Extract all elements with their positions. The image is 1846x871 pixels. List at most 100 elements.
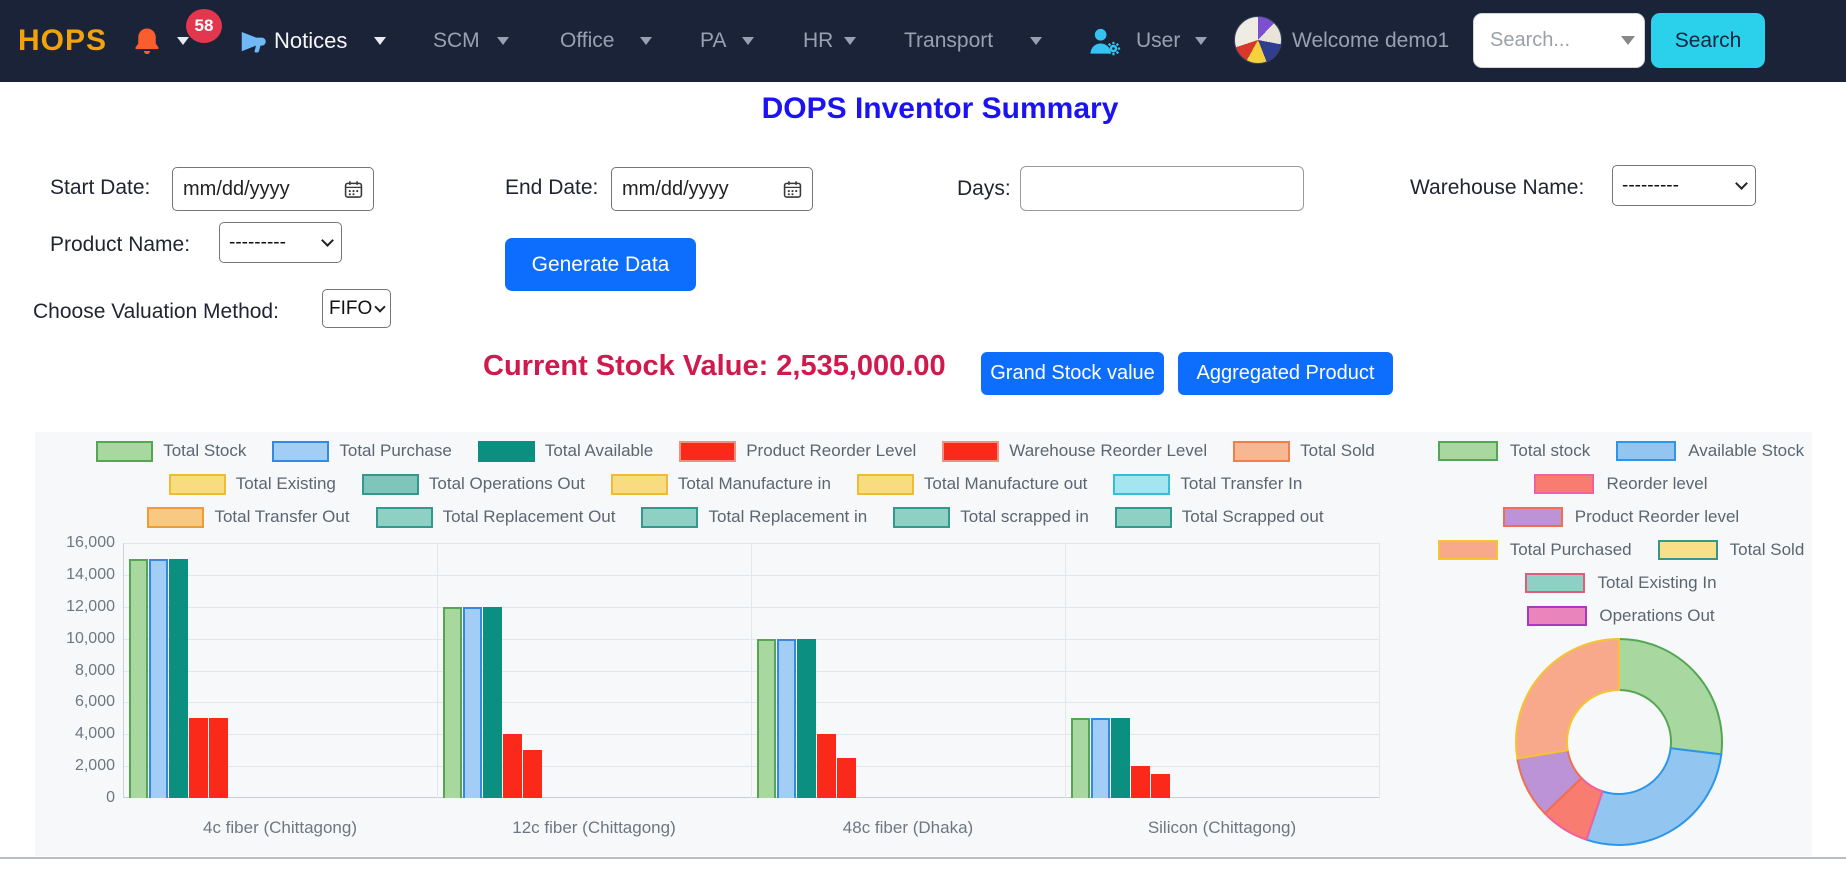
y-axis-tick-label: 0 bbox=[43, 789, 115, 807]
legend-swatch bbox=[1616, 441, 1676, 461]
bar-total-stock bbox=[443, 607, 462, 798]
donut-chart[interactable] bbox=[1513, 636, 1725, 848]
days-input[interactable] bbox=[1020, 166, 1304, 211]
legend-swatch bbox=[1115, 507, 1172, 528]
end-date-value: mm/dd/yyyy bbox=[622, 178, 729, 201]
nav-notices-caret-icon bbox=[374, 37, 386, 45]
legend-item[interactable]: Available Stock bbox=[1616, 441, 1804, 461]
legend-item[interactable]: Operations Out bbox=[1527, 606, 1714, 626]
legend-swatch bbox=[147, 507, 204, 528]
legend-item[interactable]: Total Existing In bbox=[1525, 573, 1716, 593]
pie-slice-total-stock bbox=[1619, 639, 1722, 754]
nav-hr-caret-icon bbox=[844, 37, 856, 45]
end-date-label: End Date: bbox=[505, 176, 598, 200]
legend-label: Total Existing In bbox=[1597, 573, 1716, 593]
start-date-input[interactable]: mm/dd/yyyy bbox=[172, 167, 374, 211]
legend-item[interactable]: Total scrapped in bbox=[893, 507, 1089, 528]
notification-badge: 58 bbox=[186, 9, 222, 43]
nav-office[interactable]: Office bbox=[560, 0, 614, 82]
y-axis-tick-label: 2,000 bbox=[43, 757, 115, 775]
start-date-label: Start Date: bbox=[50, 176, 150, 200]
legend-label: Total Operations Out bbox=[429, 474, 585, 494]
aggregated-product-button[interactable]: Aggregated Product bbox=[1178, 352, 1393, 395]
valuation-select[interactable]: FIFO bbox=[322, 289, 391, 328]
legend-label: Total Transfer Out bbox=[214, 507, 349, 527]
legend-item[interactable]: Total Replacement in bbox=[641, 507, 867, 528]
legend-label: Operations Out bbox=[1599, 606, 1714, 626]
legend-swatch bbox=[1534, 474, 1594, 494]
nav-scm[interactable]: SCM bbox=[433, 0, 480, 82]
legend-item[interactable]: Product Reorder Level bbox=[679, 441, 916, 462]
warehouse-selected-value: --------- bbox=[1622, 175, 1679, 197]
legend-label: Warehouse Reorder Level bbox=[1009, 441, 1207, 461]
warehouse-select[interactable]: --------- bbox=[1612, 165, 1756, 206]
legend-item[interactable]: Total Purchased bbox=[1438, 540, 1632, 560]
legend-item[interactable]: Product Reorder level bbox=[1503, 507, 1739, 527]
legend-swatch bbox=[376, 507, 433, 528]
legend-label: Total Scrapped out bbox=[1182, 507, 1324, 527]
bar-chart-legend: Total Stock Total Purchase Total Available… bbox=[63, 440, 1408, 539]
nav-user[interactable]: User bbox=[1136, 0, 1180, 82]
page-title: DOPS Inventor Summary bbox=[0, 92, 1846, 126]
legend-item[interactable]: Total Sold bbox=[1658, 540, 1805, 560]
legend-item[interactable]: Total Replacement Out bbox=[376, 507, 616, 528]
valuation-label: Choose Valuation Method: bbox=[33, 300, 279, 324]
category-label: 4c fiber (Chittagong) bbox=[123, 818, 437, 838]
legend-swatch bbox=[679, 441, 736, 462]
nav-pa[interactable]: PA bbox=[700, 0, 726, 82]
legend-item[interactable]: Total Scrapped out bbox=[1115, 507, 1324, 528]
welcome-text: Welcome demo1 bbox=[1292, 0, 1449, 82]
legend-item[interactable]: Total Purchase bbox=[272, 441, 451, 462]
legend-label: Total Existing bbox=[236, 474, 336, 494]
bar-chart-plot[interactable] bbox=[123, 543, 1379, 798]
legend-row: Operations Out bbox=[1435, 605, 1807, 627]
chevron-down-icon bbox=[375, 301, 386, 312]
nav-notices[interactable]: Notices bbox=[274, 0, 347, 82]
legend-row: Total Existing In bbox=[1435, 572, 1807, 594]
bell-caret-icon[interactable] bbox=[177, 37, 189, 45]
legend-label: Total Available bbox=[545, 441, 653, 461]
calendar-icon[interactable] bbox=[783, 180, 802, 199]
search-button[interactable]: Search bbox=[1651, 13, 1765, 68]
hops-logo[interactable]: HOPS bbox=[18, 0, 107, 82]
y-axis-tick-label: 6,000 bbox=[43, 693, 115, 711]
legend-swatch bbox=[96, 441, 153, 462]
calendar-icon[interactable] bbox=[344, 180, 363, 199]
legend-item[interactable]: Total Stock bbox=[96, 441, 246, 462]
legend-item[interactable]: Total Transfer In bbox=[1113, 474, 1302, 495]
legend-item[interactable]: Total Operations Out bbox=[362, 474, 585, 495]
user-avatar[interactable] bbox=[1234, 16, 1282, 64]
product-selected-value: --------- bbox=[229, 232, 286, 254]
bar-total-stock bbox=[129, 559, 148, 798]
bell-icon[interactable] bbox=[132, 25, 162, 57]
legend-label: Total stock bbox=[1510, 441, 1590, 461]
search-input[interactable] bbox=[1473, 13, 1645, 68]
legend-label: Total Manufacture in bbox=[678, 474, 831, 494]
legend-item[interactable]: Total stock bbox=[1438, 441, 1590, 461]
generate-data-button[interactable]: Generate Data bbox=[505, 238, 696, 291]
legend-item[interactable]: Total Available bbox=[478, 441, 653, 462]
legend-item[interactable]: Total Manufacture in bbox=[611, 474, 831, 495]
product-select[interactable]: --------- bbox=[219, 222, 342, 263]
nav-transport[interactable]: Transport bbox=[904, 0, 993, 82]
legend-item[interactable]: Total Existing bbox=[169, 474, 336, 495]
end-date-input[interactable]: mm/dd/yyyy bbox=[611, 167, 813, 211]
legend-label: Total Replacement in bbox=[708, 507, 867, 527]
legend-swatch bbox=[1525, 573, 1585, 593]
legend-item[interactable]: Total Manufacture out bbox=[857, 474, 1087, 495]
legend-row: Reorder level bbox=[1435, 473, 1807, 495]
legend-label: Total Transfer In bbox=[1180, 474, 1302, 494]
nav-hr[interactable]: HR bbox=[803, 0, 833, 82]
legend-label: Total Sold bbox=[1730, 540, 1805, 560]
grand-stock-value-button[interactable]: Grand Stock value bbox=[981, 352, 1164, 395]
y-axis-tick-label: 12,000 bbox=[43, 598, 115, 616]
legend-item[interactable]: Total Transfer Out bbox=[147, 507, 349, 528]
legend-row: Total Existing Total Operations Out Total … bbox=[63, 473, 1408, 495]
legend-item[interactable]: Total Sold bbox=[1233, 441, 1375, 462]
pie-slice-total-purchased bbox=[1516, 639, 1619, 759]
gridline bbox=[1065, 543, 1066, 798]
bar-total-purchase bbox=[1091, 718, 1110, 798]
bar-warehouse-reorder-level bbox=[837, 758, 856, 798]
legend-item[interactable]: Reorder level bbox=[1534, 474, 1707, 494]
legend-item[interactable]: Warehouse Reorder Level bbox=[942, 441, 1207, 462]
